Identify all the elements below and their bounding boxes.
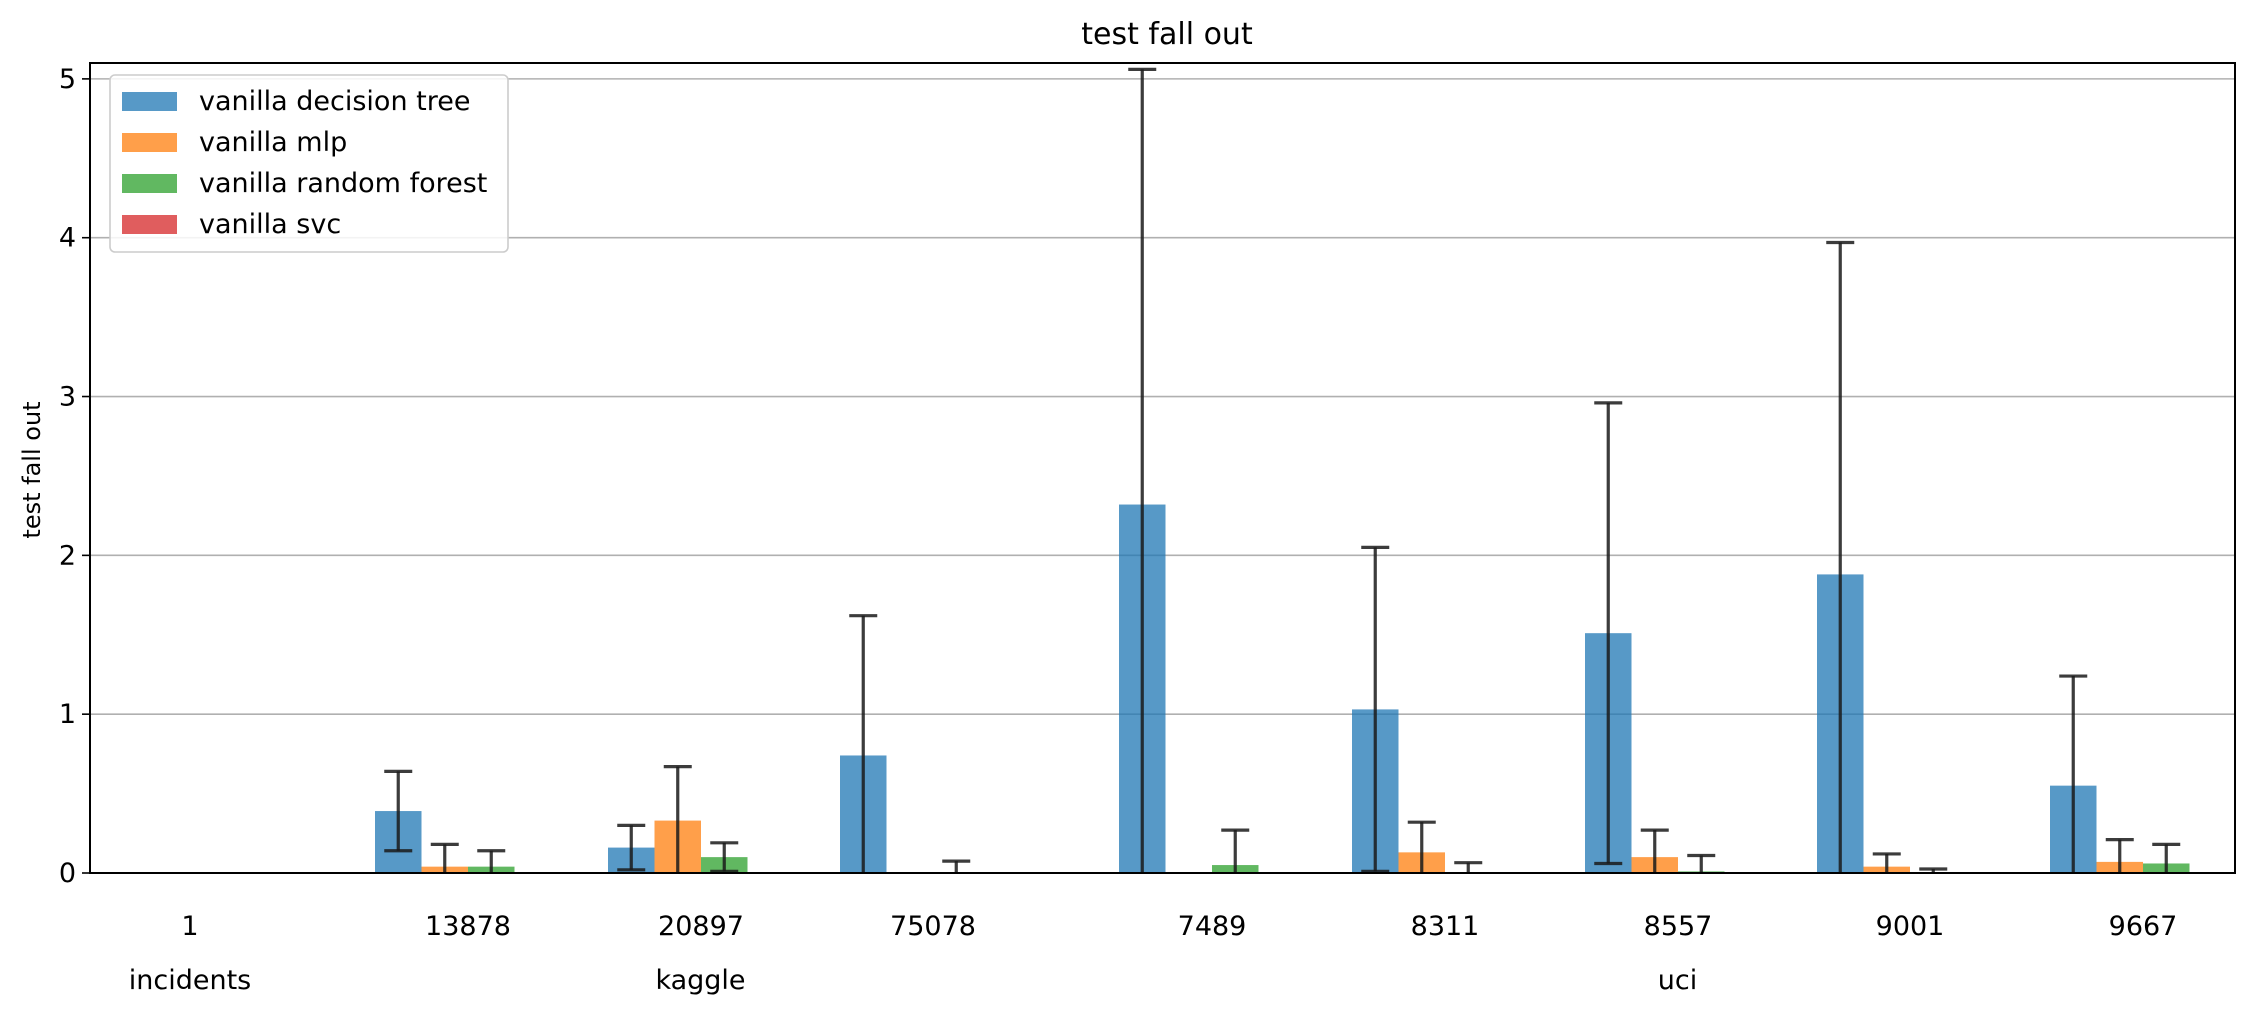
legend-entry: vanilla svc — [199, 209, 341, 240]
x-group-label: incidents — [129, 965, 251, 996]
y-tick-label: 4 — [59, 223, 76, 254]
legend-swatch — [122, 92, 177, 111]
x-group-label: kaggle — [655, 965, 745, 996]
x-tick-label: 9667 — [2109, 911, 2178, 942]
x-tick-label: 7489 — [1178, 911, 1247, 942]
y-tick-label: 2 — [59, 540, 76, 571]
x-axis-group-labels: incidents kaggle uci — [129, 965, 1697, 996]
legend: vanilla decision tree vanilla mlp vanilla … — [109, 74, 509, 253]
x-tick-label: 75078 — [890, 911, 976, 942]
legend-swatch — [122, 215, 177, 234]
legend-swatch — [122, 133, 177, 152]
error-bars-layer — [384, 67, 2181, 874]
bars-layer — [375, 504, 2190, 873]
legend-entry: vanilla random forest — [199, 168, 487, 199]
chart-title: test fall out — [1081, 17, 1253, 52]
y-axis-ticks: 0 1 2 3 4 5 — [59, 64, 90, 889]
legend-swatch — [122, 174, 177, 193]
x-tick-label: 8557 — [1644, 911, 1713, 942]
y-tick-label: 0 — [59, 858, 76, 889]
x-tick-label: 20897 — [658, 911, 744, 942]
legend-entry: vanilla decision tree — [199, 86, 470, 117]
x-tick-label: 13878 — [425, 911, 511, 942]
x-tick-label: 8311 — [1411, 911, 1480, 942]
x-tick-label: 9001 — [1876, 911, 1945, 942]
legend-entry: vanilla mlp — [199, 127, 347, 158]
legend-box — [109, 74, 509, 253]
y-tick-label: 1 — [59, 699, 76, 730]
x-tick-label: 1 — [181, 911, 198, 942]
y-tick-label: 5 — [59, 64, 76, 95]
x-axis-ticks: 1 13878 20897 75078 7489 8311 8557 9001 9667 — [181, 911, 2177, 942]
x-group-label: uci — [1658, 965, 1697, 996]
plot-frame — [89, 62, 2236, 874]
y-tick-label: 3 — [59, 382, 76, 413]
y-axis-label: test fall out — [18, 401, 46, 538]
